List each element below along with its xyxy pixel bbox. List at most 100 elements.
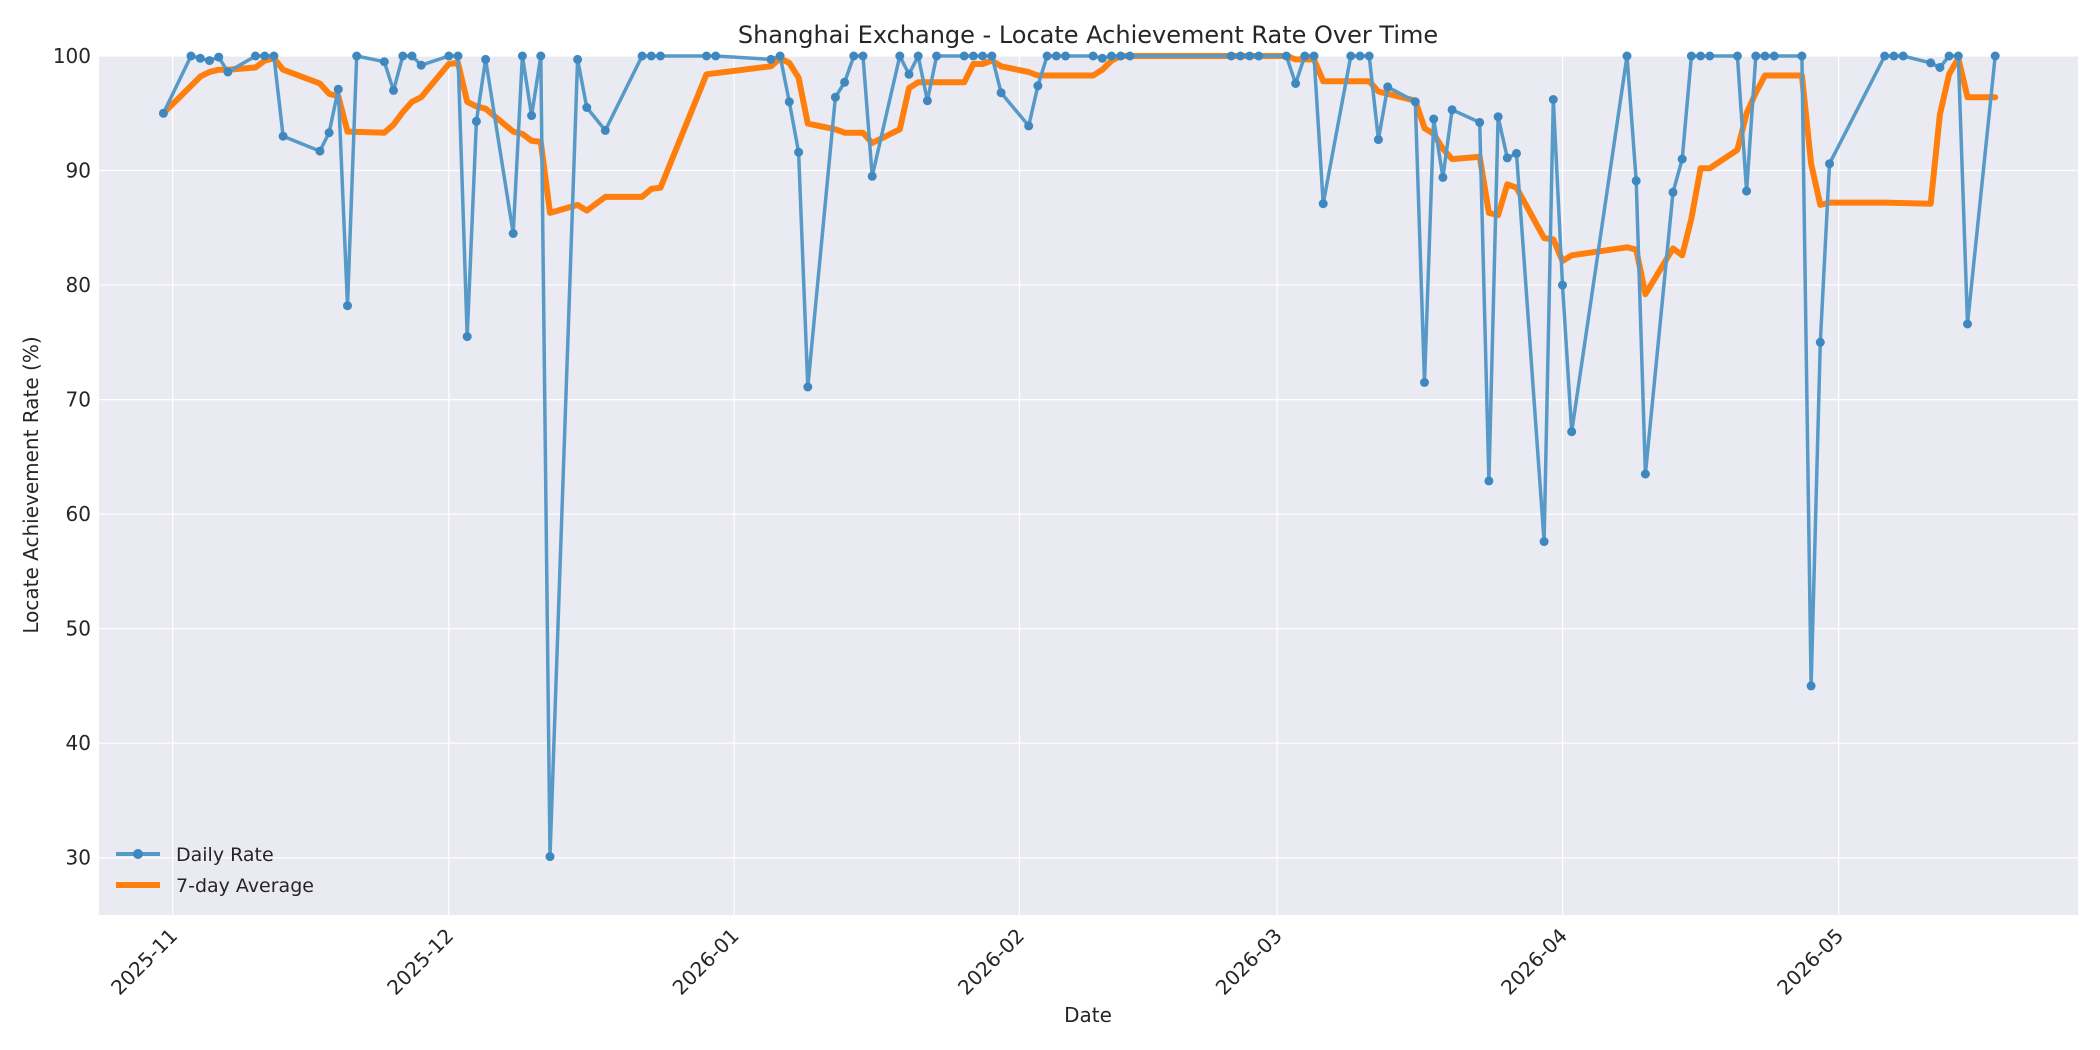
series [158, 51, 2000, 862]
daily-rate-point [1254, 51, 1264, 61]
x-tick-label: 2026-04 [1496, 924, 1572, 1000]
daily-rate-point [1686, 51, 1696, 61]
daily-rate-point [1420, 377, 1429, 387]
daily-rate-point [968, 51, 978, 61]
daily-rate-point [1696, 51, 1706, 61]
daily-rate-point [1438, 172, 1448, 182]
daily-rate-point [1493, 112, 1503, 122]
daily-rate-point [1705, 51, 1715, 61]
chart-title: Shanghai Exchange - Locate Achievement R… [738, 21, 1438, 49]
daily-rate-point [398, 51, 408, 61]
daily-rate-point [352, 51, 362, 61]
daily-rate-point [1281, 51, 1291, 61]
x-tick-label: 2026-02 [953, 924, 1029, 1000]
daily-rate-point [1760, 51, 1770, 61]
daily-rate-point [481, 54, 491, 64]
daily-rate-point [600, 125, 610, 135]
daily-rate-point [582, 103, 592, 112]
daily-rate-point [1373, 135, 1383, 145]
daily-rate-point [1033, 81, 1043, 91]
daily-rate-point [794, 147, 804, 157]
daily-rate-point [1024, 121, 1034, 131]
plot-area [99, 56, 2078, 915]
daily-rate-point [1051, 51, 1061, 61]
daily-rate-point [1475, 117, 1485, 127]
daily-rate-point [959, 51, 969, 61]
daily-rate-point [471, 116, 481, 126]
daily-rate-point [508, 229, 518, 238]
daily-rate-point [895, 51, 905, 61]
daily-rate-point [1309, 51, 1319, 61]
daily-rate-point [1769, 51, 1779, 61]
daily-rate-point [545, 852, 555, 862]
daily-rate-point [1512, 148, 1521, 158]
daily-rate-point [1484, 476, 1494, 486]
daily-rate-point [536, 51, 546, 61]
y-tick-label: 70 [66, 388, 91, 412]
daily-rate-point [1677, 154, 1687, 164]
daily-rate-point [784, 97, 794, 107]
daily-rate-point [269, 51, 279, 61]
x-axis-ticks: 2025-11 2025-12 2026-01 2026-02 2026-03 2026-… [106, 924, 1848, 1000]
daily-rate-point [1383, 82, 1393, 92]
daily-rate-point [1558, 280, 1567, 290]
daily-rate-point [637, 51, 647, 61]
daily-rate-point [1889, 51, 1899, 61]
daily-rate-point [195, 53, 205, 63]
daily-rate-point [1042, 51, 1052, 61]
daily-rate-point [573, 54, 583, 64]
daily-rate-point [1502, 153, 1512, 163]
daily-rate-point [646, 51, 656, 61]
daily-rate-point [1898, 51, 1908, 61]
daily-rate-point [407, 51, 417, 61]
daily-rate-point [904, 69, 914, 79]
daily-rate-point [1815, 337, 1825, 347]
daily-rate-point [1226, 51, 1236, 61]
daily-rate-point [1640, 469, 1650, 479]
daily-rate-point [1935, 63, 1945, 72]
daily-rate-point [315, 146, 325, 156]
daily-rate-point [1825, 159, 1834, 169]
daily-rate-point [1318, 199, 1328, 209]
daily-rate-point [656, 51, 665, 61]
daily-rate-point [711, 51, 721, 61]
daily-rate-point [1880, 51, 1890, 61]
daily-rate-point [1548, 95, 1558, 104]
daily-rate-point [1732, 51, 1742, 61]
daily-rate-point [978, 51, 988, 61]
legend: Daily Rate 7-day Average [116, 844, 314, 897]
y-tick-label: 40 [66, 731, 91, 755]
x-tick-label: 2025-11 [106, 924, 182, 1000]
daily-rate-point [1410, 97, 1420, 107]
daily-rate-point [324, 128, 334, 138]
grid [99, 55, 2078, 915]
daily-rate-point [1751, 51, 1761, 61]
y-tick-label: 100 [53, 44, 91, 68]
daily-rate-point [158, 108, 168, 118]
daily-rate-point [1429, 114, 1439, 124]
daily-rate-point [1944, 51, 1954, 61]
daily-rate-point [1125, 51, 1135, 61]
daily-rate-point [987, 51, 997, 61]
y-tick-label: 30 [66, 846, 91, 870]
x-tick-label: 2026-05 [1772, 924, 1848, 1000]
daily-rate-point [1346, 51, 1356, 61]
daily-rate-point [223, 67, 233, 77]
daily-rate-point [1245, 51, 1255, 61]
legend-average-label: 7-day Average [176, 875, 314, 897]
daily-rate-point [416, 60, 426, 70]
daily-rate-point [278, 131, 288, 141]
x-tick-label: 2025-12 [382, 924, 458, 1000]
daily-rate-point [1107, 51, 1116, 61]
y-tick-label: 60 [66, 502, 91, 526]
daily-rate-point [1926, 58, 1936, 68]
y-tick-label: 80 [66, 273, 91, 297]
daily-rate-point [1567, 427, 1577, 437]
daily-rate-point [1300, 51, 1310, 61]
x-tick-label: 2026-01 [668, 924, 744, 1000]
daily-rate-point [702, 51, 711, 61]
daily-rate-point [379, 57, 389, 67]
daily-rate-point [932, 51, 942, 61]
daily-rate-point [1622, 51, 1632, 61]
